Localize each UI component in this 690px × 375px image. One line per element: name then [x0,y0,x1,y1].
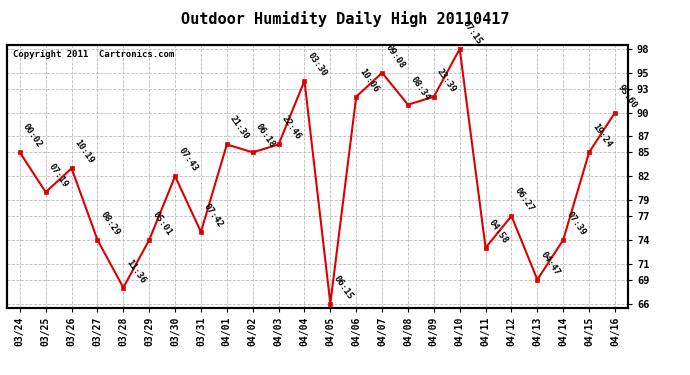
Text: 07:15: 07:15 [461,19,484,46]
Text: 07:19: 07:19 [47,162,70,189]
Text: 03:30: 03:30 [306,51,328,78]
Text: 10:19: 10:19 [73,138,96,165]
Text: 00:02: 00:02 [21,122,44,150]
Text: 04:58: 04:58 [487,218,510,245]
Text: Copyright 2011  Cartronics.com: Copyright 2011 Cartronics.com [13,50,175,59]
Text: 07:39: 07:39 [564,210,587,237]
Text: 09:08: 09:08 [384,43,406,70]
Text: 08:29: 08:29 [99,210,121,237]
Text: 06:18: 06:18 [254,122,277,150]
Text: Outdoor Humidity Daily High 20110417: Outdoor Humidity Daily High 20110417 [181,11,509,27]
Text: 23:39: 23:39 [435,67,458,94]
Text: 06:27: 06:27 [513,186,535,213]
Text: 11:36: 11:36 [125,258,148,285]
Text: 10:06: 10:06 [357,67,380,94]
Text: 04:47: 04:47 [539,250,562,277]
Text: 95:60: 95:60 [616,82,639,110]
Text: 19:24: 19:24 [591,122,613,150]
Text: 05:01: 05:01 [150,210,173,237]
Text: 22:46: 22:46 [280,114,303,142]
Text: 21:30: 21:30 [228,114,251,142]
Text: 08:34: 08:34 [409,75,432,102]
Text: 06:15: 06:15 [332,274,355,301]
Text: 07:42: 07:42 [202,202,225,229]
Text: 07:43: 07:43 [177,146,199,174]
